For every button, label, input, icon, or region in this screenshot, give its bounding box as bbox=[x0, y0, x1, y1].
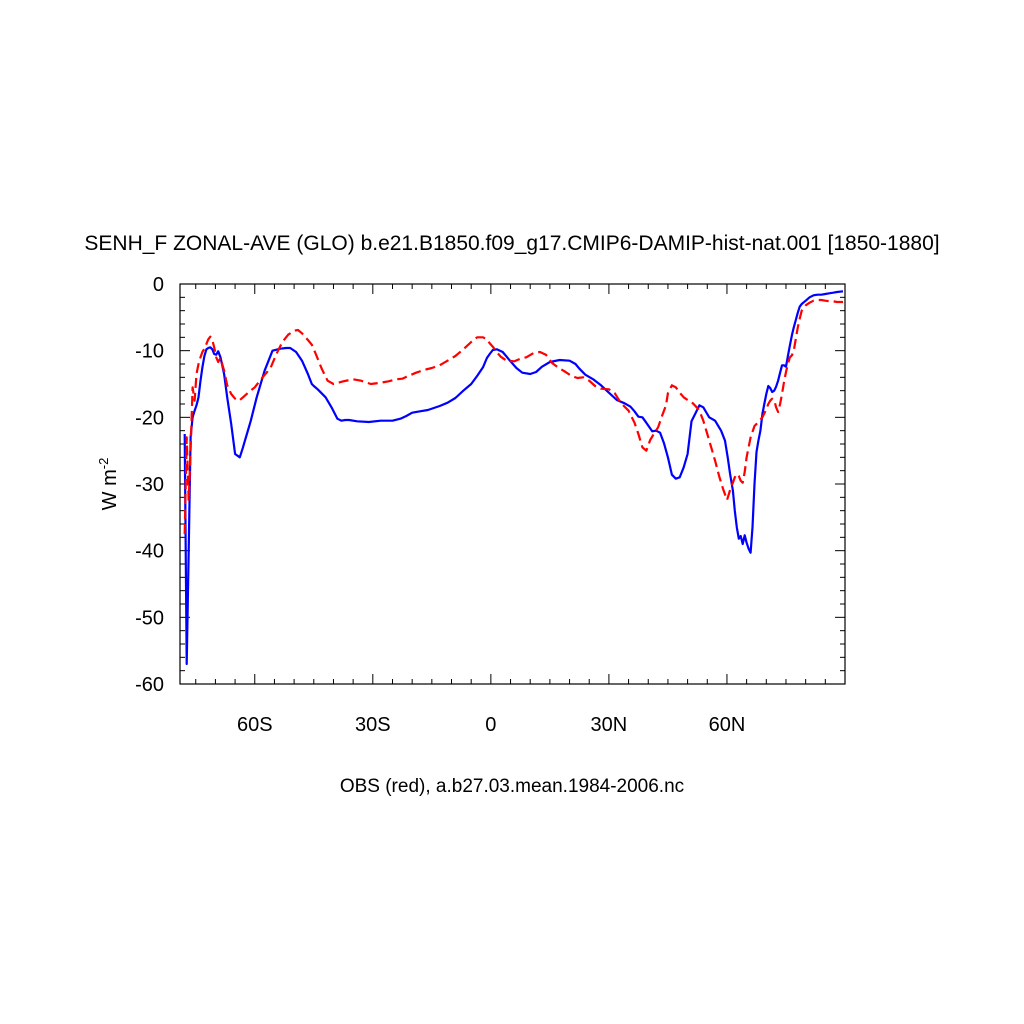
obs-series-line bbox=[183, 298, 843, 535]
x-tick-label: 60S bbox=[237, 714, 273, 736]
x-axis: 60S 30S 0 30N 60N bbox=[195, 284, 846, 736]
chart-title: SENH_F ZONAL-AVE (GLO) b.e21.B1850.f09_g… bbox=[84, 232, 939, 255]
x-tick-label: 0 bbox=[485, 714, 496, 736]
plot-frame bbox=[179, 283, 846, 685]
y-tick-label: -40 bbox=[135, 541, 164, 563]
y-axis-label: W m-2 bbox=[96, 458, 121, 511]
y-tick-label: -10 bbox=[135, 341, 164, 363]
y-axis: 0 -10 -20 -30 -40 -50 -60 bbox=[135, 274, 845, 696]
x-tick-label: 60N bbox=[709, 714, 746, 736]
y-tick-label: -60 bbox=[135, 674, 164, 696]
x-tick-label: 30S bbox=[355, 714, 391, 736]
model-series-line bbox=[183, 290, 844, 666]
x-axis-caption: OBS (red), a.b27.03.mean.1984-2006.nc bbox=[340, 776, 684, 797]
series-layer bbox=[183, 290, 844, 666]
y-tick-label: -20 bbox=[135, 407, 164, 429]
y-tick-label: -30 bbox=[135, 474, 164, 496]
y-tick-label: -50 bbox=[135, 607, 164, 629]
y-tick-label: 0 bbox=[153, 274, 164, 296]
x-tick-label: 30N bbox=[591, 714, 628, 736]
